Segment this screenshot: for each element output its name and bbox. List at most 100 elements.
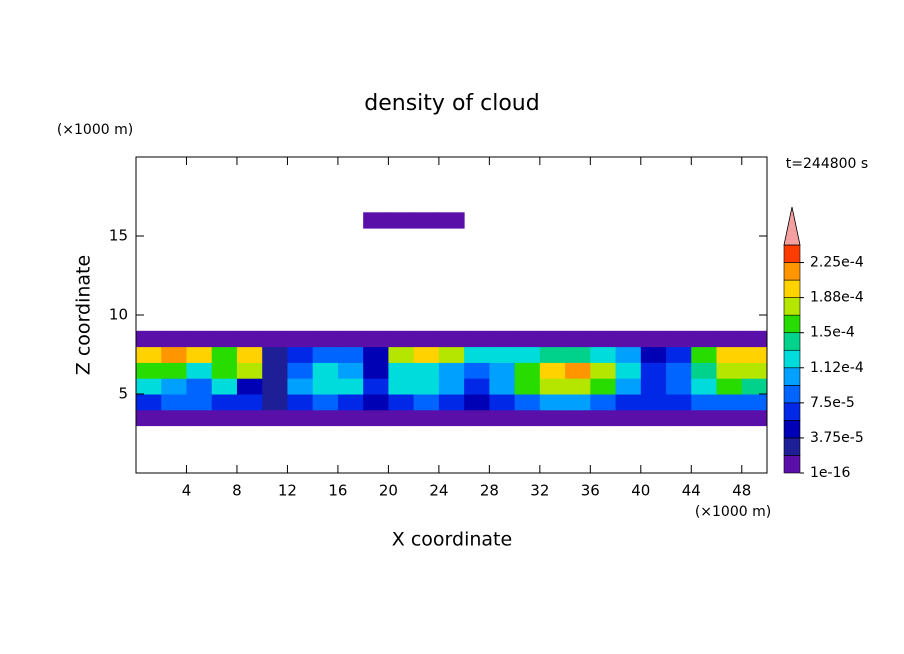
contour-cell [565,409,591,427]
contour-cell [262,378,288,395]
contour-cell [161,346,187,363]
contour-cell [489,330,516,348]
contour-cell [161,362,187,379]
contour-cell [539,330,566,348]
contour-cell [716,378,743,395]
colorbar-label: 3.75e-5 [810,430,864,446]
contour-cell [489,362,516,379]
contour-cell [640,362,667,379]
contour-cell [262,346,288,363]
contour-cell [287,346,314,363]
contour-cell [741,394,768,411]
contour-cell [489,409,516,427]
contour-cell [413,409,440,427]
contour-cell [287,409,314,427]
contour-cell [464,409,490,427]
contour-cell [413,394,440,411]
contour-cell [691,378,718,395]
x-tick-label: 36 [581,482,600,500]
contour-cell [186,378,213,395]
contour-cell [565,378,591,395]
contour-cell [438,362,465,379]
contour-cell [363,394,389,411]
contour-cell [388,346,415,363]
contour-cell [438,409,465,427]
contour-cell [590,330,617,348]
colorbar-band [783,279,801,298]
contour-cell [186,330,213,348]
contour-cell [161,409,187,427]
contour-cell [161,378,187,395]
contour-cell [640,346,667,363]
contour-cell [539,362,566,379]
colorbar-band [783,314,801,333]
contour-cell [161,330,187,348]
contour-cell [236,346,263,363]
contour-cell [741,330,768,348]
contour-cell [741,378,768,395]
contour-cell [413,212,440,229]
x-tick-label: 44 [682,482,701,500]
x-tick-label: 4 [182,482,192,500]
colorbar-band [783,385,801,404]
contour-cell [161,394,187,411]
contour-cell [464,330,490,348]
contour-cell [262,330,288,348]
colorbar-band [783,455,801,474]
contour-cell [615,362,642,379]
contour-cell [337,394,364,411]
colorbar-band [783,262,801,281]
contour-field [136,212,768,427]
contour-cell [514,346,541,363]
contour-cell [337,330,364,348]
contour-cell [539,394,566,411]
contour-cell [514,378,541,395]
contour-cell [287,330,314,348]
contour-cell [136,409,162,427]
contour-cell [312,362,339,379]
colorbar-band [783,297,801,316]
x-tick-label: 20 [379,482,398,500]
contour-cell [211,378,238,395]
contour-cell [262,394,288,411]
contour-cell [388,378,415,395]
contour-cell [262,362,288,379]
contour-cell [211,394,238,411]
contour-cell [236,394,263,411]
colorbar-label: 7.5e-5 [810,395,855,411]
contour-cell [590,362,617,379]
contour-cell [590,346,617,363]
contour-cell [590,378,617,395]
contour-cell [388,394,415,411]
colorbar-band [783,332,801,351]
contour-cell [666,330,692,348]
contour-cell [262,409,288,427]
contour-cell [236,378,263,395]
contour-cell [640,330,667,348]
contour-cell [640,394,667,411]
contour-cell [691,362,718,379]
contour-cell [666,346,692,363]
contour-cell [438,212,465,229]
colorbar-label: 2.25e-4 [810,255,864,271]
contour-cell [236,362,263,379]
contour-cell [312,330,339,348]
colorbar-band [783,244,801,263]
contour-cell [287,394,314,411]
contour-cell [514,394,541,411]
contour-cell [438,330,465,348]
contour-cell [287,378,314,395]
x-tick-label: 28 [480,482,499,500]
contour-cell [312,346,339,363]
contour-cell [489,378,516,395]
contour-cell [666,409,692,427]
contour-cell [337,346,364,363]
contour-cell [640,378,667,395]
colorbar-label: 1.88e-4 [810,290,864,306]
contour-cell [236,330,263,348]
contour-cell [413,330,440,348]
contour-cell [565,346,591,363]
contour-cell [413,346,440,363]
contour-cell [413,362,440,379]
colorbar-band [783,420,801,439]
